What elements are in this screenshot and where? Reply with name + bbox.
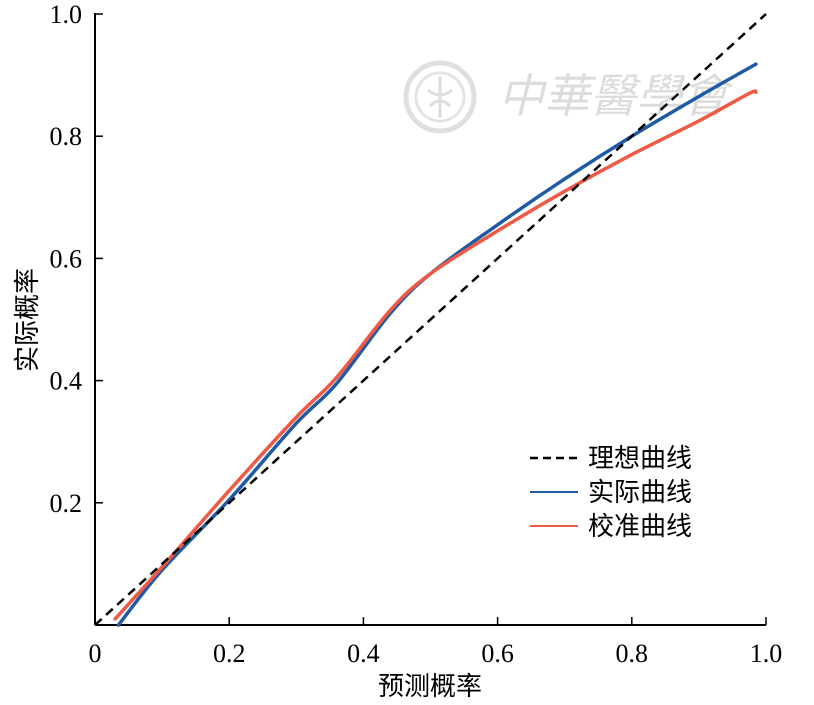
axes xyxy=(94,13,766,626)
ideal-line xyxy=(94,13,767,626)
x-tick-label: 0.2 xyxy=(213,639,246,668)
y-tick-label: 0.2 xyxy=(50,489,83,518)
legend-item-actual: 实际曲线 xyxy=(530,478,692,508)
seal-icon xyxy=(403,60,477,134)
y-tick-label: 0.4 xyxy=(50,367,83,396)
series-layer xyxy=(94,13,767,627)
legend-item-ideal: 理想曲线 xyxy=(530,444,692,474)
ticks: 0 0.2 0.4 0.6 0.8 1.0 0.2 0.4 0.6 0.8 1.0 xyxy=(50,0,783,668)
x-tick-label: 0.4 xyxy=(347,639,380,668)
y-tick-label: 0.8 xyxy=(50,122,83,151)
watermark: 中華醫學會 xyxy=(403,60,734,134)
y-tick-label: 1.0 xyxy=(50,0,83,29)
y-axis-title: 实际概率 xyxy=(13,268,43,372)
x-tick-label: 0.8 xyxy=(616,639,649,668)
x-axis-title: 预测概率 xyxy=(378,672,482,702)
calibration-line xyxy=(113,89,758,621)
x-tick-label: 1.0 xyxy=(750,639,783,668)
legend-label: 校准曲线 xyxy=(588,512,692,542)
x-tick-label: 0.6 xyxy=(481,639,514,668)
y-tick-label: 0.6 xyxy=(50,244,83,273)
x-tick-label: 0 xyxy=(89,639,102,668)
legend-label: 实际曲线 xyxy=(588,478,692,508)
legend-item-calibration: 校准曲线 xyxy=(530,512,692,542)
legend-label: 理想曲线 xyxy=(588,444,692,474)
